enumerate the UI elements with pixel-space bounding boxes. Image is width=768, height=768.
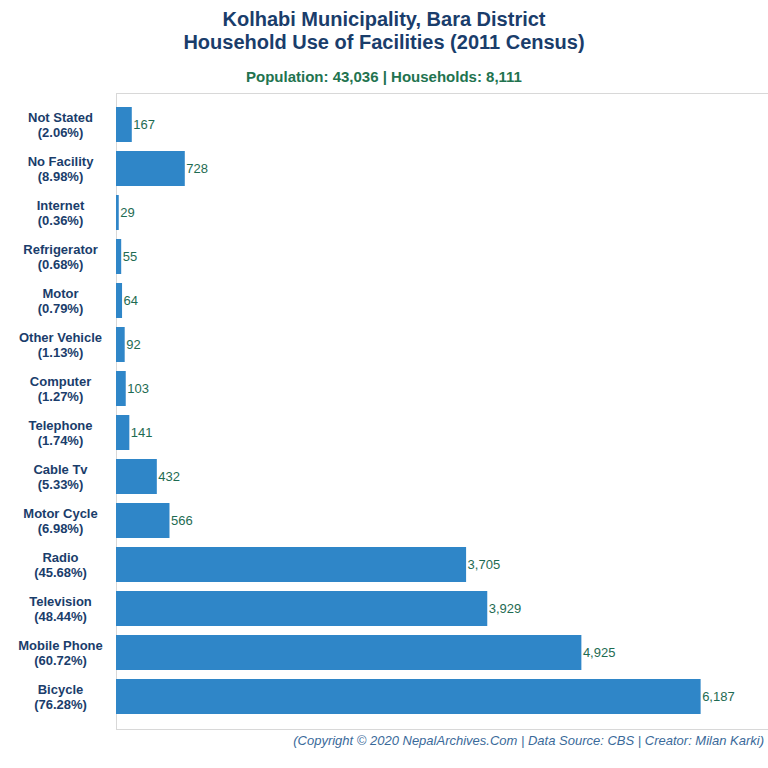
svg-text:Other Vehicle(1.13%): Other Vehicle(1.13%) [19,330,102,359]
svg-text:4,925: 4,925 [583,645,616,660]
svg-text:3,929: 3,929 [489,601,522,616]
svg-text:Telephone(1.74%): Telephone(1.74%) [28,418,92,447]
svg-text:No Facility(8.98%): No Facility(8.98%) [28,154,95,183]
svg-text:64: 64 [124,293,138,308]
svg-text:Internet(0.36%): Internet(0.36%) [37,198,85,227]
svg-text:Computer(1.27%): Computer(1.27%) [30,374,91,403]
svg-text:167: 167 [133,117,155,132]
svg-text:29: 29 [120,205,134,220]
svg-text:103: 103 [127,381,149,396]
svg-text:55: 55 [123,249,137,264]
svg-text:141: 141 [131,425,153,440]
svg-text:Bicycle(76.28%): Bicycle(76.28%) [34,682,87,711]
svg-text:Cable Tv(5.33%): Cable Tv(5.33%) [33,462,88,491]
svg-text:Refrigerator(0.68%): Refrigerator(0.68%) [23,242,97,271]
svg-text:Motor(0.79%): Motor(0.79%) [38,286,84,315]
svg-text:432: 432 [158,469,180,484]
svg-text:3,705: 3,705 [468,557,501,572]
svg-text:Mobile Phone(60.72%): Mobile Phone(60.72%) [18,638,103,667]
html-text:Population: 43,036 | Household: Population: 43,036 | Households: 8,111 [246,68,522,85]
svg-text:566: 566 [171,513,193,528]
html-text:(Copyright © 2020 NepalArchive: (Copyright © 2020 NepalArchives.Com | Da… [293,733,764,748]
svg-text:6,187: 6,187 [702,689,735,704]
svg-text:92: 92 [126,337,140,352]
svg-text:Not Stated(2.06%): Not Stated(2.06%) [28,110,93,139]
svg-text:Motor Cycle(6.98%): Motor Cycle(6.98%) [23,506,97,535]
svg-text:Radio(45.68%): Radio(45.68%) [34,550,87,579]
html-text:Household Use of Facilities (2: Household Use of Facilities (2011 Census… [183,31,585,53]
html-text:Kolhabi Municipality, Bara Dis: Kolhabi Municipality, Bara District [222,8,546,30]
svg-text:Television(48.44%): Television(48.44%) [29,594,92,623]
svg-text:728: 728 [186,161,208,176]
